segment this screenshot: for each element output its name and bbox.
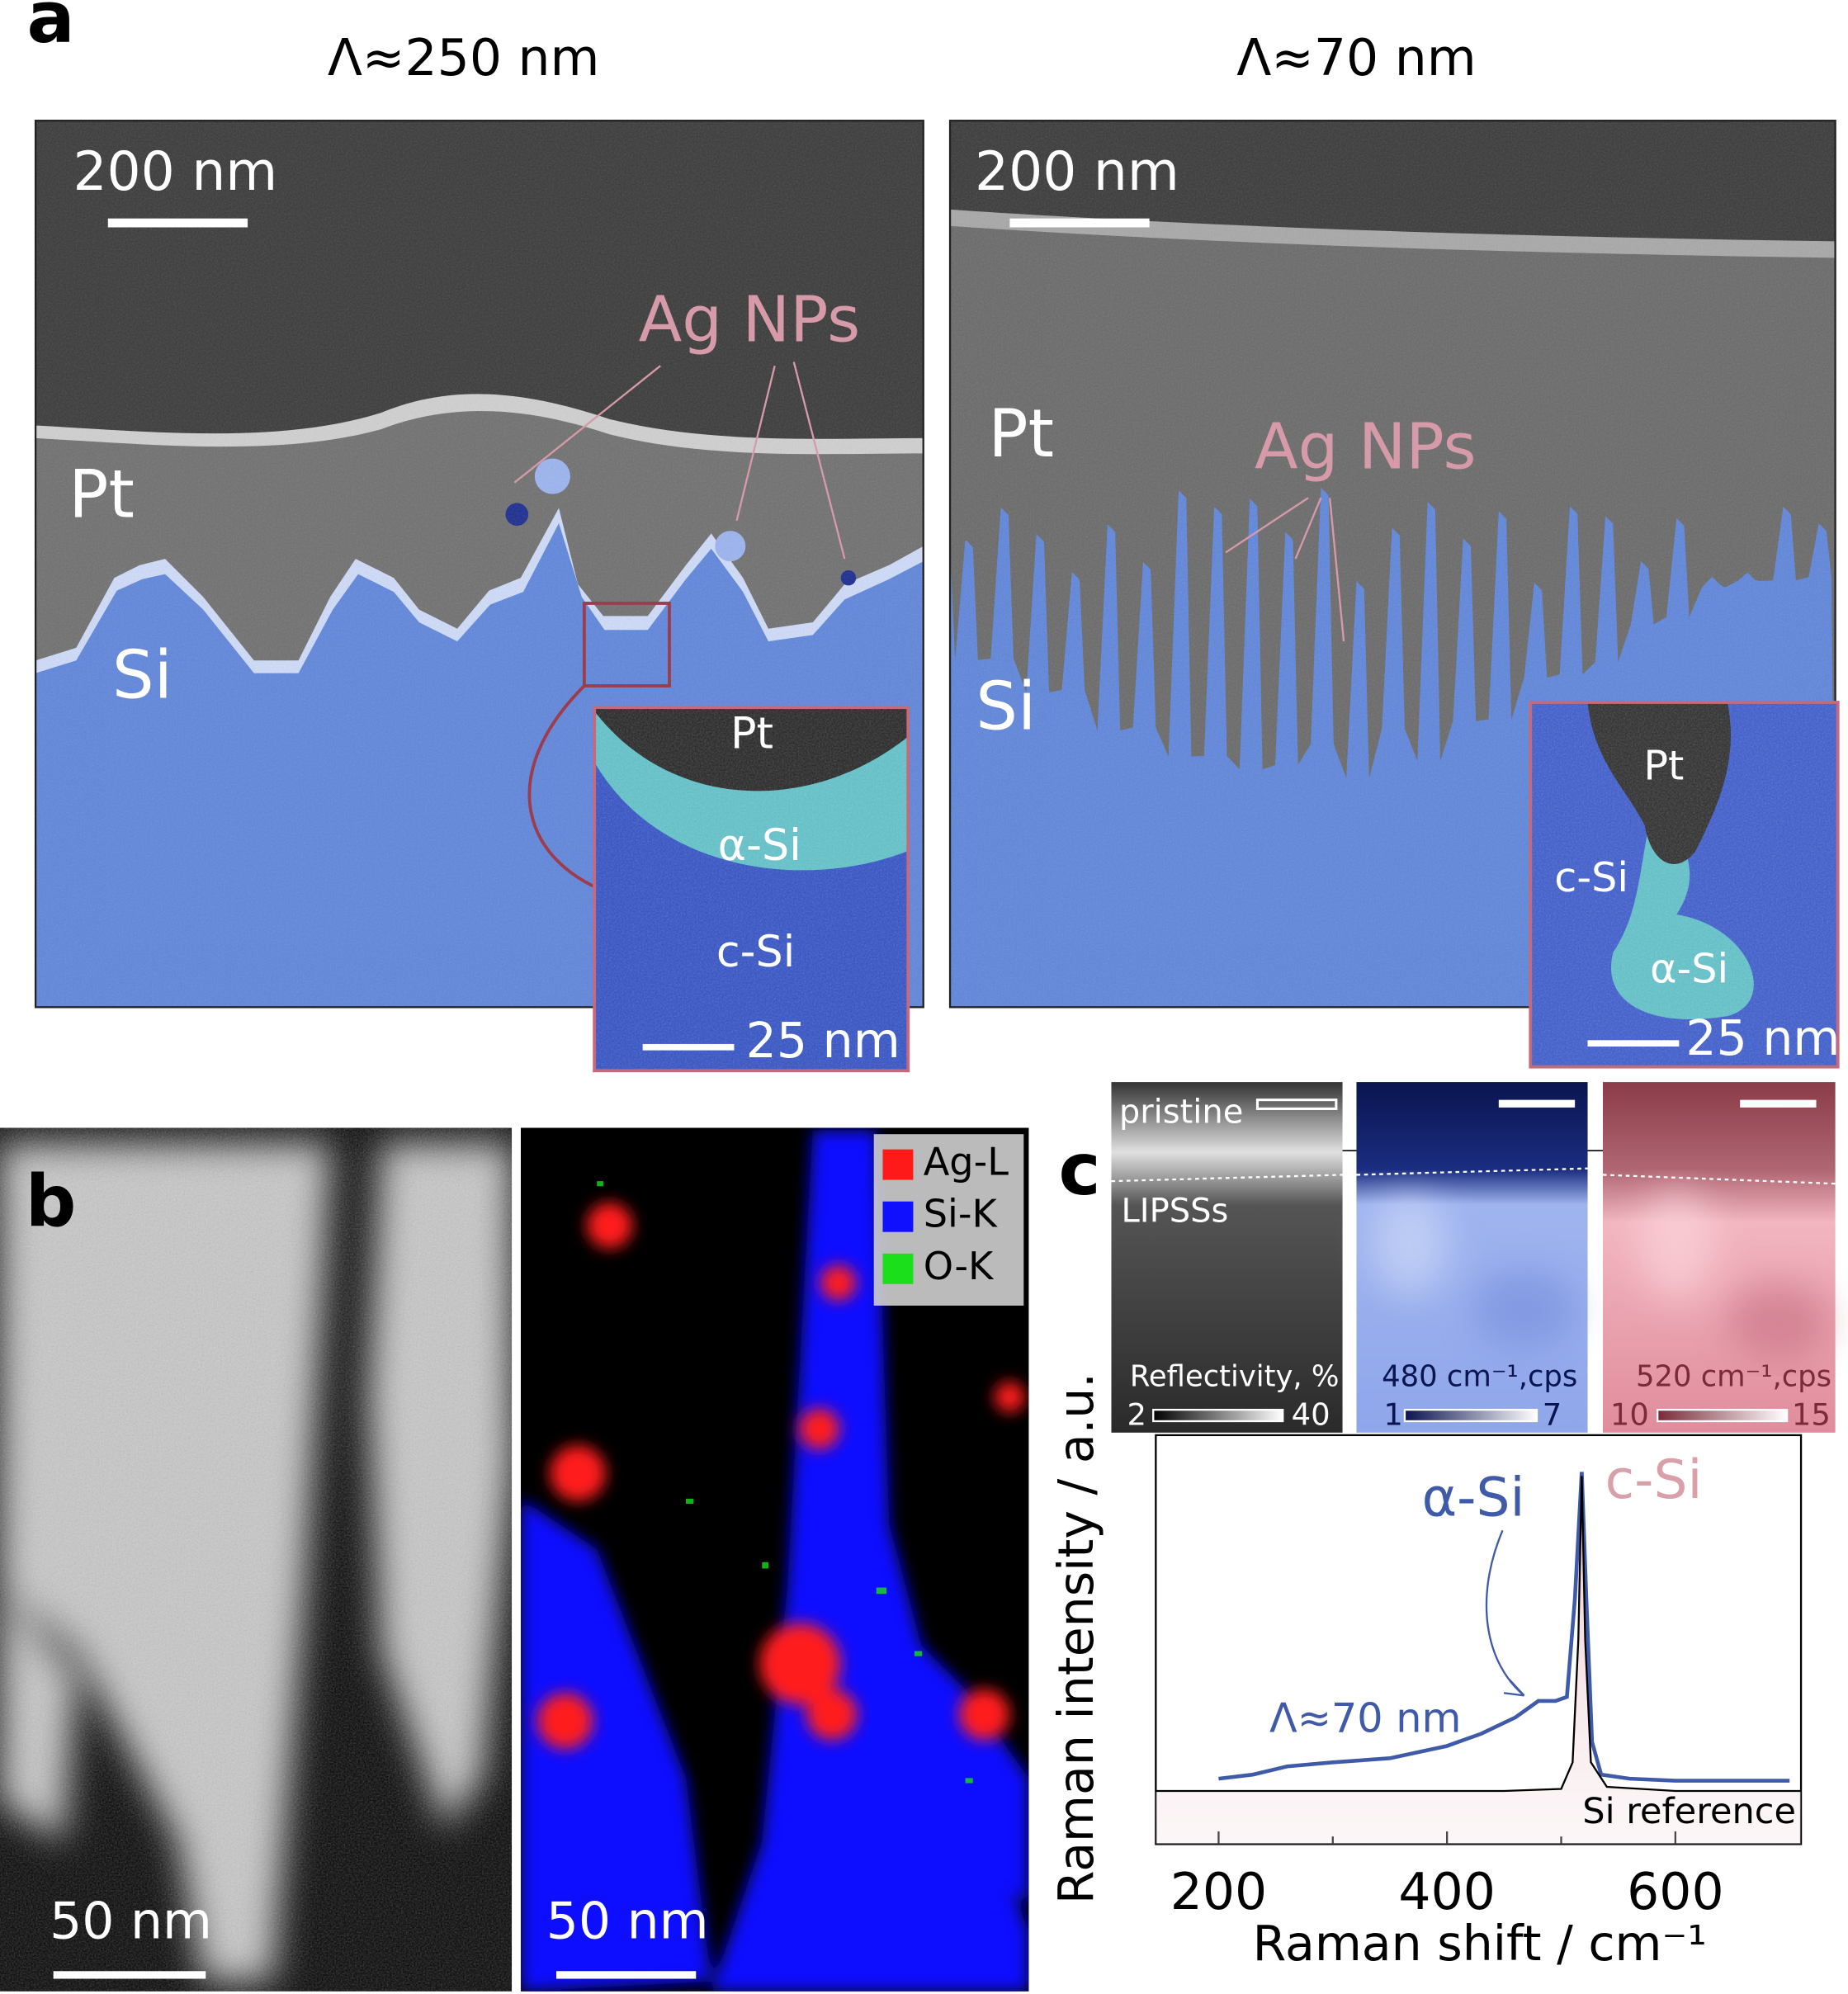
x-tick-label: 600 xyxy=(1627,1862,1723,1921)
annotation: Ag NPs xyxy=(639,283,861,357)
map-label: pristine xyxy=(1119,1094,1244,1132)
y-axis-label: Raman intensity / a.u. xyxy=(1048,1373,1104,1904)
inset-label: c-Si xyxy=(716,927,795,977)
colorbar-label: Reflectivity, % xyxy=(1130,1360,1340,1394)
annotation-arrow xyxy=(1485,1529,1525,1697)
colorbar-max: 15 xyxy=(1792,1396,1831,1432)
colorbar-min: 10 xyxy=(1610,1396,1649,1432)
sem-frame xyxy=(34,120,924,1009)
panel-title: Λ≈70 nm xyxy=(1236,28,1477,87)
inset-frame xyxy=(593,706,910,1073)
scale-bar-label: 200 nm xyxy=(975,141,1179,203)
legend-swatch xyxy=(882,1253,914,1284)
scale-bar xyxy=(53,1971,206,1979)
inset-label: Pt xyxy=(730,709,773,759)
legend-label: Ag-L xyxy=(924,1140,1009,1184)
series-label: Λ≈70 nm xyxy=(1269,1694,1461,1742)
scale-bar xyxy=(642,1043,735,1051)
x-tick-label: 400 xyxy=(1398,1862,1495,1921)
panel-label: a xyxy=(26,0,74,59)
sem-frame xyxy=(948,120,1836,1009)
inset-label: c-Si xyxy=(1554,853,1628,901)
annotation: α-Si xyxy=(1422,1467,1525,1529)
scale-bar-label: 200 nm xyxy=(73,141,277,203)
legend-label: O-K xyxy=(924,1244,995,1288)
layer-label: Pt xyxy=(988,395,1054,472)
panel-label: b xyxy=(26,1160,77,1243)
reflectivity-map xyxy=(1111,1082,1343,1433)
map-texture xyxy=(1371,1187,1829,1359)
colorbars xyxy=(1152,1408,1789,1423)
colorbar-max: 7 xyxy=(1543,1396,1562,1432)
inset-left xyxy=(594,707,909,1071)
scale-bar xyxy=(556,1971,697,1979)
x-tick-label: 200 xyxy=(1170,1862,1267,1921)
x-axis-label: Raman shift / cm⁻¹ xyxy=(1253,1916,1707,1972)
annotation: c-Si xyxy=(1605,1449,1703,1511)
layer-label: Si xyxy=(976,669,1036,745)
inset-label: α-Si xyxy=(718,820,801,871)
zoom-connector xyxy=(527,684,617,897)
scale-bar xyxy=(1009,218,1150,228)
annotation: Ag NPs xyxy=(1255,410,1477,484)
scale-bar-label: 25 nm xyxy=(746,1013,900,1069)
legend-swatch xyxy=(882,1149,914,1180)
panel-label: c xyxy=(1058,1129,1100,1212)
series-line xyxy=(1218,1472,1790,1783)
reference-area xyxy=(1156,1476,1802,1845)
np-arrows xyxy=(513,361,846,560)
np-arrows xyxy=(1225,497,1345,642)
inset-label: Pt xyxy=(1643,742,1684,790)
scale-bar-label: 50 nm xyxy=(546,1891,709,1950)
scale-bar-label: 50 nm xyxy=(50,1891,212,1950)
stem-image xyxy=(0,1127,513,1992)
scale-bar xyxy=(107,218,248,228)
series-line xyxy=(1156,1476,1802,1793)
scale-bar-label: 25 nm xyxy=(1685,1010,1840,1066)
colorbar-label: 520 cm⁻¹,cps xyxy=(1636,1360,1831,1394)
inset-frame xyxy=(1529,701,1840,1069)
layer-label: Si xyxy=(112,636,173,713)
colorbar-label: 480 cm⁻¹,cps xyxy=(1382,1360,1577,1394)
colorbar-min: 2 xyxy=(1127,1396,1147,1432)
inset-label: α-Si xyxy=(1650,945,1728,993)
colorbar-min: 1 xyxy=(1383,1396,1403,1432)
map-scale-bars xyxy=(1255,1099,1817,1110)
legend-label: Si-K xyxy=(924,1192,999,1236)
scale-bar xyxy=(1587,1040,1680,1047)
map-label: LIPSSs xyxy=(1122,1193,1229,1231)
panel-title: Λ≈250 nm xyxy=(328,28,600,87)
series-label: Si reference xyxy=(1582,1791,1796,1832)
colorbar-max: 40 xyxy=(1292,1396,1330,1432)
zoom-box xyxy=(582,602,671,688)
arrow-head xyxy=(1503,1678,1525,1697)
boundary-lines xyxy=(1111,1167,1836,1185)
legend-swatch xyxy=(882,1201,914,1232)
layer-label: Pt xyxy=(69,456,135,533)
inset-right xyxy=(1530,702,1838,1067)
